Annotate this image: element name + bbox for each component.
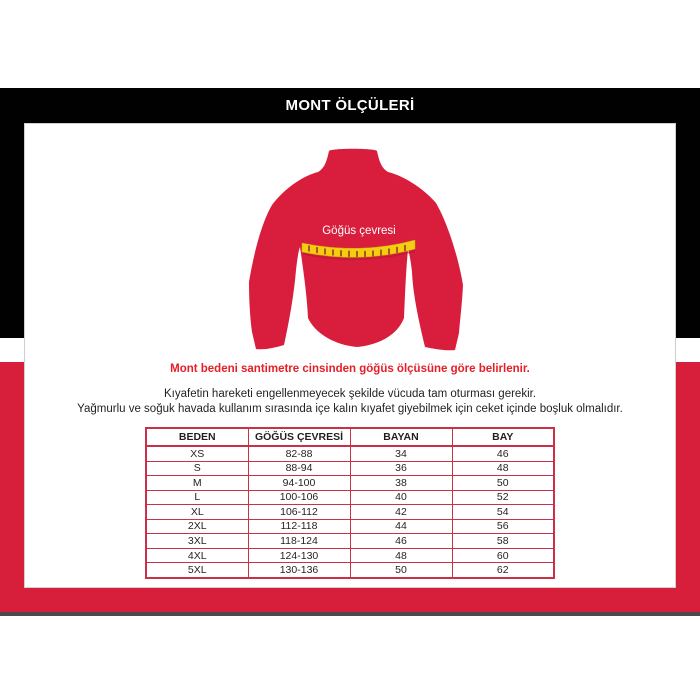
table-cell: XS	[145, 445, 249, 462]
page-title: MONT ÖLÇÜLERİ	[285, 97, 415, 114]
table-cell: 4XL	[145, 547, 249, 564]
table-cell: 38	[349, 475, 453, 491]
table-cell: 58	[451, 533, 555, 549]
table-cell: 40	[349, 489, 453, 506]
table-cell: 60	[451, 547, 555, 564]
table-row: 4XL 124-130 48 60	[145, 547, 555, 564]
table-cell: 34	[349, 445, 453, 462]
table-cell: 54	[451, 504, 555, 520]
size-table-header: BEDEN GÖĞÜS ÇEVRESİ BAYAN BAY	[145, 427, 555, 447]
table-row: L 100-106 40 52	[145, 489, 555, 506]
header-beden: BEDEN	[145, 427, 249, 447]
table-cell: 46	[349, 533, 453, 549]
table-cell: 5XL	[145, 562, 249, 579]
table-cell: 3XL	[145, 533, 249, 549]
table-row: 5XL 130-136 50 62	[145, 562, 555, 579]
table-cell: 48	[451, 460, 555, 477]
table-cell: S	[145, 460, 249, 477]
highlight-sentence: Mont bedeni santimetre cinsinden göğüs ö…	[170, 363, 530, 375]
header-bay: BAY	[451, 427, 555, 447]
notes-block: Kıyafetin hareketi engellenmeyecek şekil…	[25, 387, 675, 416]
table-cell: 124-130	[247, 547, 351, 564]
size-table: BEDEN GÖĞÜS ÇEVRESİ BAYAN BAY XS 82-88 3…	[145, 427, 555, 579]
table-cell: 46	[451, 445, 555, 462]
table-cell: 56	[451, 518, 555, 535]
table-cell: 118-124	[247, 533, 351, 549]
table-cell: 94-100	[247, 475, 351, 491]
table-cell: XL	[145, 504, 249, 520]
table-cell: 50	[451, 475, 555, 491]
table-row: S 88-94 36 48	[145, 460, 555, 477]
table-row: XL 106-112 42 54	[145, 504, 555, 520]
table-cell: 82-88	[247, 445, 351, 462]
table-cell: 2XL	[145, 518, 249, 535]
table-cell: 52	[451, 489, 555, 506]
size-table-body: XS 82-88 34 46 S 88-94 36 48 M	[145, 445, 555, 579]
table-cell: 106-112	[247, 504, 351, 520]
table-row: 3XL 118-124 46 58	[145, 533, 555, 549]
table-cell: M	[145, 475, 249, 491]
title-band: MONT ÖLÇÜLERİ	[0, 88, 700, 123]
frame-band-red-bottom	[0, 588, 700, 612]
measuring-tape-ticks	[308, 244, 406, 258]
table-cell: 112-118	[247, 518, 351, 535]
note-line: Kıyafetin hareketi engellenmeyecek şekil…	[163, 388, 537, 400]
table-row: XS 82-88 34 46	[145, 445, 555, 462]
frame-bar-red-right	[676, 362, 700, 612]
header-gogus-cevresi: GÖĞÜS ÇEVRESİ	[247, 427, 351, 447]
table-cell: 36	[349, 460, 453, 477]
table-cell: 50	[349, 562, 453, 579]
table-cell: L	[145, 489, 249, 506]
frame-bar-red-left	[0, 362, 24, 612]
header-bayan: BAYAN	[349, 427, 453, 447]
table-cell: 48	[349, 547, 453, 564]
jacket-back-svg: Göğüs çevresi	[249, 148, 463, 351]
table-cell: 44	[349, 518, 453, 535]
frame-bar-black-right	[676, 123, 700, 338]
table-cell: 100-106	[247, 489, 351, 506]
chest-measure-label: Göğüs çevresi	[322, 225, 396, 237]
content-panel: Göğüs çevresi Mont bedeni santimetre cin…	[24, 123, 676, 588]
measuring-tape-icon	[301, 239, 416, 258]
table-cell: 88-94	[247, 460, 351, 477]
note-line: Yağmurlu ve soğuk havada kullanım sırası…	[77, 402, 623, 415]
table-row: 2XL 112-118 44 56	[145, 518, 555, 535]
jacket-illustration: Göğüs çevresi	[243, 145, 465, 353]
frame-bar-black-left	[0, 123, 24, 338]
tape-shadow	[302, 250, 416, 261]
frame-line-gray-bottom	[0, 612, 700, 616]
table-header-row: BEDEN GÖĞÜS ÇEVRESİ BAYAN BAY	[145, 427, 555, 447]
table-cell: 42	[349, 504, 453, 520]
table-cell: 62	[451, 562, 555, 579]
table-cell: 130-136	[247, 562, 351, 579]
table-row: M 94-100 38 50	[145, 475, 555, 491]
